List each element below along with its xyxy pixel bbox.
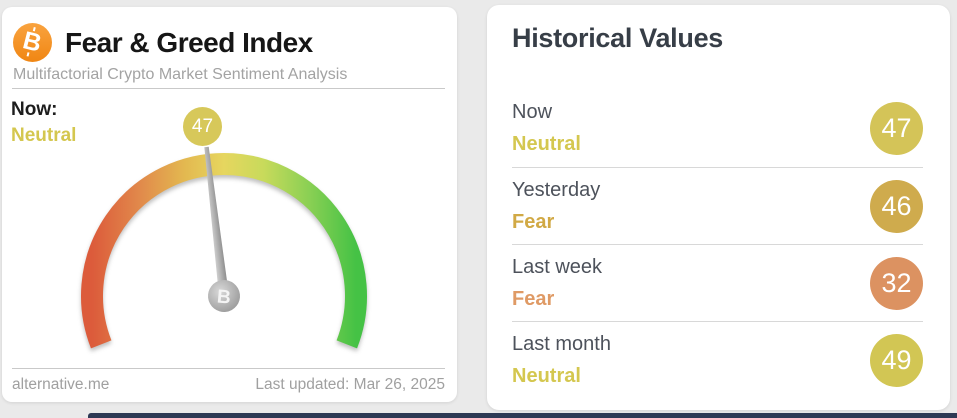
current-sentiment-block: Now: Neutral <box>11 96 76 148</box>
last-updated-text: Last updated: Mar 26, 2025 <box>255 376 445 393</box>
history-row: Now Neutral 47 <box>512 90 923 167</box>
hub-bitcoin-icon: B <box>216 286 232 308</box>
history-row-label: Last week <box>512 255 603 278</box>
history-row-label: Now <box>512 101 553 123</box>
history-row-label: Last month <box>512 332 611 355</box>
history-row-label: Yesterday <box>512 178 601 201</box>
page-bottom-bar <box>88 413 957 418</box>
historical-values-title: Historical Values <box>512 23 724 53</box>
gauge-arc <box>81 152 367 349</box>
gauge-chart: B <box>81 146 367 349</box>
history-row-sentiment: Neutral <box>512 364 581 387</box>
now-label: Now: <box>11 99 58 120</box>
now-sentiment: Neutral <box>11 125 77 146</box>
history-rows: Now Neutral 47 Yesterday Fear 46 Last we… <box>512 90 923 398</box>
history-row-sentiment: Fear <box>512 210 555 233</box>
header-divider <box>12 88 445 89</box>
history-row: Last week Fear 32 <box>512 244 923 321</box>
needle-hub <box>208 280 240 312</box>
page-subtitle: Multifactorial Crypto Market Sentiment A… <box>13 66 348 83</box>
fear-greed-card: B Fear & Greed Index Multifactorial Cryp… <box>2 7 457 402</box>
current-value-badge: 47 <box>183 107 222 146</box>
history-value-badge: 46 <box>870 179 923 233</box>
card-footer: alternative.me Last updated: Mar 26, 202… <box>12 376 445 394</box>
gauge-needle: B <box>204 146 240 312</box>
history-value-badge: 32 <box>870 256 923 310</box>
bitcoin-icon: B <box>13 23 52 62</box>
historical-values-card: Historical Values Now Neutral 47 Yesterd… <box>487 5 950 410</box>
history-row-sentiment: Neutral <box>512 133 581 155</box>
card-header: B Fear & Greed Index <box>13 23 313 62</box>
page-title: Fear & Greed Index <box>65 26 313 58</box>
history-row-sentiment: Fear <box>512 287 555 310</box>
history-row: Last month Neutral 49 <box>512 321 923 398</box>
history-value-badge: 47 <box>870 102 923 155</box>
site-link[interactable]: alternative.me <box>12 376 110 393</box>
history-row: Yesterday Fear 46 <box>512 167 923 244</box>
history-value-badge: 49 <box>870 333 923 387</box>
footer-divider <box>12 368 445 369</box>
